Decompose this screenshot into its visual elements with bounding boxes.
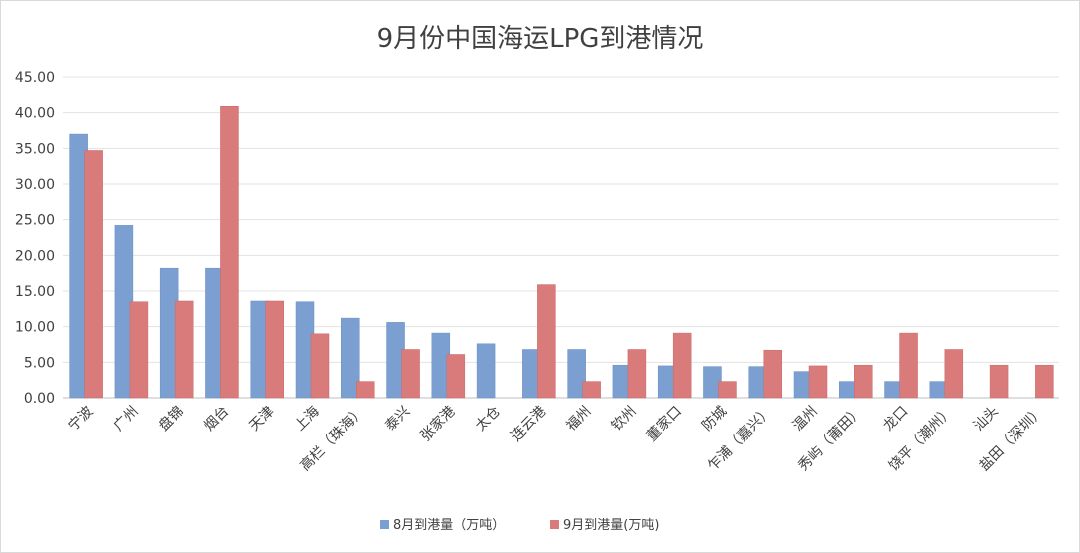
bar-september	[989, 364, 1009, 399]
y-axis-ticks: 0.00 5.00 10.00 15.00 20.00 25.00 30.00 35.00 40…	[15, 70, 55, 407]
x-tick-label: 宁波	[65, 403, 97, 435]
x-tick-label: 龙口	[880, 404, 911, 435]
bar-september	[1035, 364, 1054, 399]
bar-september	[265, 300, 284, 399]
y-tick-label: 10.00	[15, 320, 55, 336]
bar-september	[763, 349, 782, 399]
bar-august	[341, 317, 360, 399]
x-tick-label: 天津	[246, 404, 277, 435]
x-tick-label: 钦州	[609, 404, 640, 435]
bar-september	[854, 364, 873, 399]
x-tick-label: 张家港	[417, 403, 459, 445]
bar-september	[582, 381, 601, 399]
bars	[69, 105, 1054, 399]
x-tick-label: 温州	[790, 404, 821, 435]
y-tick-label: 5.00	[24, 355, 55, 371]
bar-september	[401, 349, 420, 399]
bar-september	[718, 381, 737, 399]
x-tick-label: 防城	[699, 404, 730, 435]
legend-swatch-august	[380, 520, 389, 529]
y-tick-label: 30.00	[15, 177, 55, 193]
bar-september	[220, 105, 239, 399]
bar-september	[174, 300, 194, 399]
bar-august	[476, 343, 496, 399]
x-tick-label: 广州	[111, 404, 142, 435]
y-tick-label: 20.00	[15, 248, 55, 264]
y-tick-label: 0.00	[24, 391, 55, 407]
x-tick-label: 董家口	[643, 403, 685, 445]
x-tick-label: 太仓	[473, 404, 504, 435]
bar-september	[310, 333, 330, 399]
bar-september	[129, 301, 149, 399]
bar-september	[899, 332, 918, 399]
x-tick-label: 上海	[292, 404, 323, 435]
y-tick-label: 45.00	[15, 70, 55, 86]
bar-september	[446, 354, 466, 399]
bar-september	[537, 284, 556, 399]
legend-label-august: 8月到港量（万吨）	[393, 518, 505, 533]
bar-september	[672, 332, 692, 399]
y-tick-label: 25.00	[15, 213, 55, 229]
legend-swatch-september	[550, 520, 559, 529]
bar-september	[944, 349, 964, 399]
y-tick-label: 35.00	[15, 141, 55, 157]
x-tick-label: 烟台	[201, 404, 232, 435]
legend: 8月到港量（万吨） 9月到港量(万吨)	[380, 518, 659, 533]
y-tick-label: 40.00	[15, 106, 55, 122]
bar-september	[356, 381, 375, 399]
x-tick-label: 泰兴	[382, 404, 413, 435]
x-tick-label: 汕头	[971, 404, 1002, 435]
x-tick-label: 福州	[563, 404, 594, 435]
x-tick-label: 盘锦	[155, 403, 187, 435]
legend-label-september: 9月到港量(万吨)	[563, 518, 659, 533]
bar-august	[567, 349, 586, 399]
bar-september	[627, 349, 647, 399]
x-tick-label: 连云港	[508, 404, 549, 445]
bar-september	[84, 150, 103, 399]
bar-september	[808, 365, 828, 399]
chart-title: 9月份中国海运LPG到港情况	[377, 24, 704, 54]
y-tick-label: 15.00	[15, 284, 55, 300]
